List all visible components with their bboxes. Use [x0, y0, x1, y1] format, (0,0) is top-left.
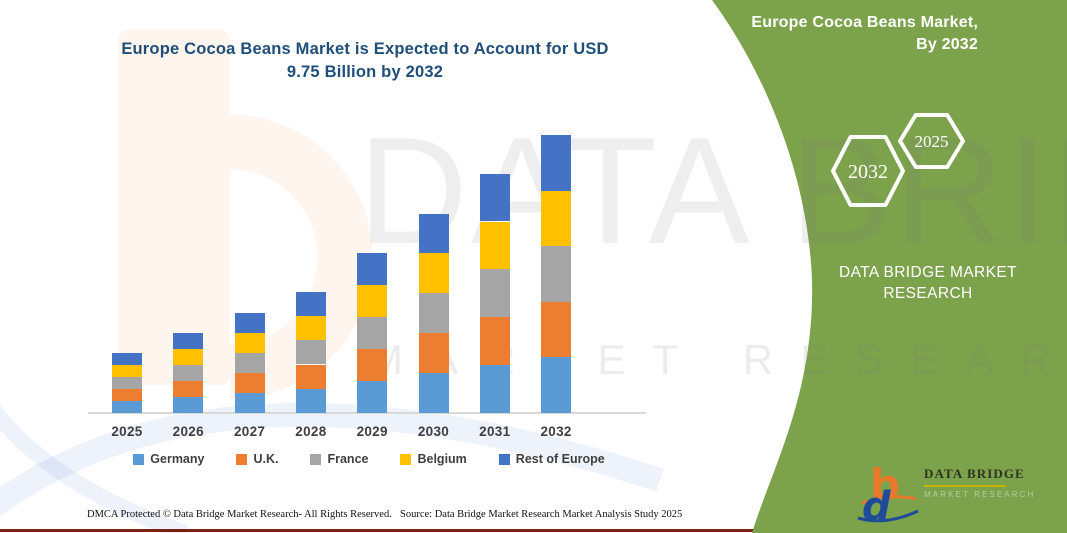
sidebar-title-line1: Europe Cocoa Beans Market, [751, 14, 978, 31]
brand-logo-watermark [0, 30, 664, 533]
x-axis-label-2029: 2029 [356, 424, 388, 439]
bar-2028-france [295, 340, 326, 365]
legend-label: Germany [150, 452, 205, 466]
legend-label: Rest of Europe [515, 452, 605, 466]
bottom-border-line [0, 529, 1067, 532]
bar-2027-restofeurope [234, 313, 265, 334]
bar-2028-germany [295, 388, 326, 413]
bar-2029-uk [357, 349, 388, 382]
legend-swatch-uk [236, 453, 248, 465]
bar-2026-restofeurope [173, 333, 204, 350]
chart-title-line2: 9.75 Billion by 2032 [286, 63, 444, 81]
bar-2025-uk [112, 389, 142, 402]
footer-source-text: Source: Data Bridge Market Research Mark… [400, 509, 683, 520]
x-axis-label-2030: 2030 [417, 424, 450, 439]
logo-wordmark: DATA BRIDGE [924, 466, 1025, 481]
legend-item-uk: U.K. [236, 452, 278, 466]
legend-label: Belgium [417, 452, 467, 466]
x-axis-line [88, 412, 646, 414]
bar-2030-uk [418, 333, 449, 374]
bar-2030-germany [418, 373, 449, 413]
legend-swatch-germany [133, 453, 145, 465]
bar-2026-belgium [173, 349, 204, 366]
x-axis-label-2028: 2028 [295, 424, 327, 439]
sidebar-brand-name: DATA BRIDGE MARKET RESEARCH [800, 262, 1056, 304]
bar-2031-france [479, 269, 510, 318]
bar-2027-belgium [234, 333, 265, 354]
bar-2032-uk [541, 301, 572, 358]
bar-2028-restofeurope [295, 291, 326, 317]
bar-2029-belgium [357, 285, 388, 318]
x-axis-label-2025: 2025 [111, 424, 143, 439]
legend-swatch-restofeurope [498, 453, 510, 465]
x-axis-label-2026: 2026 [172, 424, 204, 439]
chart-title-line1: Europe Cocoa Beans Market is Expected to… [121, 40, 609, 58]
x-axis-label-2032: 2032 [540, 424, 572, 439]
hexagon-2032 [831, 135, 905, 207]
bar-2025-restofeurope [112, 353, 142, 366]
legend-item-belgium: Belgium [400, 452, 467, 466]
hexagon-2025 [898, 113, 965, 169]
legend-label: U.K. [253, 452, 279, 466]
sidebar-title-line2: By 2032 [916, 36, 978, 53]
bar-2032-restofeurope [541, 135, 572, 191]
bar-2032-germany [541, 357, 572, 413]
bar-2025-belgium [112, 365, 142, 378]
bar-2031-restofeurope [479, 173, 510, 222]
chart-legend: Germany U.K. France Belgium Rest of Europe [88, 452, 650, 466]
bar-2026-uk [173, 381, 204, 398]
legend-label: France [327, 452, 369, 466]
svg-text:d: d [862, 484, 891, 523]
bar-2027-france [234, 353, 265, 374]
bar-2031-germany [479, 365, 510, 413]
bar-2027-uk [234, 373, 265, 393]
bar-2026-france [173, 365, 204, 382]
legend-swatch-france [310, 453, 322, 465]
bar-2027-germany [234, 393, 265, 413]
bar-2028-uk [295, 364, 326, 389]
legend-item-restofeurope: Rest of Europe [498, 452, 605, 466]
bar-2032-france [541, 246, 572, 302]
footer-dmca-text: DMCA Protected © Data Bridge Market Rese… [87, 509, 392, 520]
bar-2030-restofeurope [418, 213, 449, 254]
legend-swatch-belgium [400, 453, 412, 465]
hexagon-2025-label: 2025 [915, 132, 949, 151]
bar-2030-france [418, 293, 449, 334]
legend-item-germany: Germany [133, 452, 204, 466]
year-hexagons: 2032 2025 [831, 113, 965, 207]
x-axis-label-2031: 2031 [479, 424, 511, 439]
bar-2028-belgium [295, 316, 326, 341]
bar-2029-germany [357, 381, 388, 413]
sidebar-brand-line1: DATA BRIDGE MARKET [838, 264, 1017, 281]
bar-2030-belgium [418, 253, 449, 294]
legend-item-france: France [310, 452, 368, 466]
bar-2029-france [357, 317, 388, 350]
sidebar-brand-line2: RESEARCH [883, 285, 973, 302]
bar-2029-restofeurope [357, 253, 388, 286]
company-logo-icon: b d [857, 460, 919, 523]
hexagon-2032-label: 2032 [848, 161, 888, 183]
company-logo: b d DATA BRIDGE MARKET RESEARCH [856, 459, 1036, 525]
bar-2031-belgium [479, 221, 510, 270]
x-axis-label-2027: 2027 [233, 424, 266, 439]
bar-2025-germany [112, 401, 142, 413]
svg-text:b: b [870, 460, 900, 509]
bar-2031-uk [479, 317, 510, 366]
chart-title: Europe Cocoa Beans Market is Expected to… [85, 38, 645, 84]
bar-2026-germany [173, 397, 204, 413]
bar-2032-belgium [541, 190, 572, 247]
logo-subtext: MARKET RESEARCH [924, 489, 1036, 499]
sidebar-title: Europe Cocoa Beans Market, By 2032 [751, 12, 978, 56]
bar-2025-france [112, 377, 142, 390]
logo-divider-rule [924, 485, 1006, 487]
